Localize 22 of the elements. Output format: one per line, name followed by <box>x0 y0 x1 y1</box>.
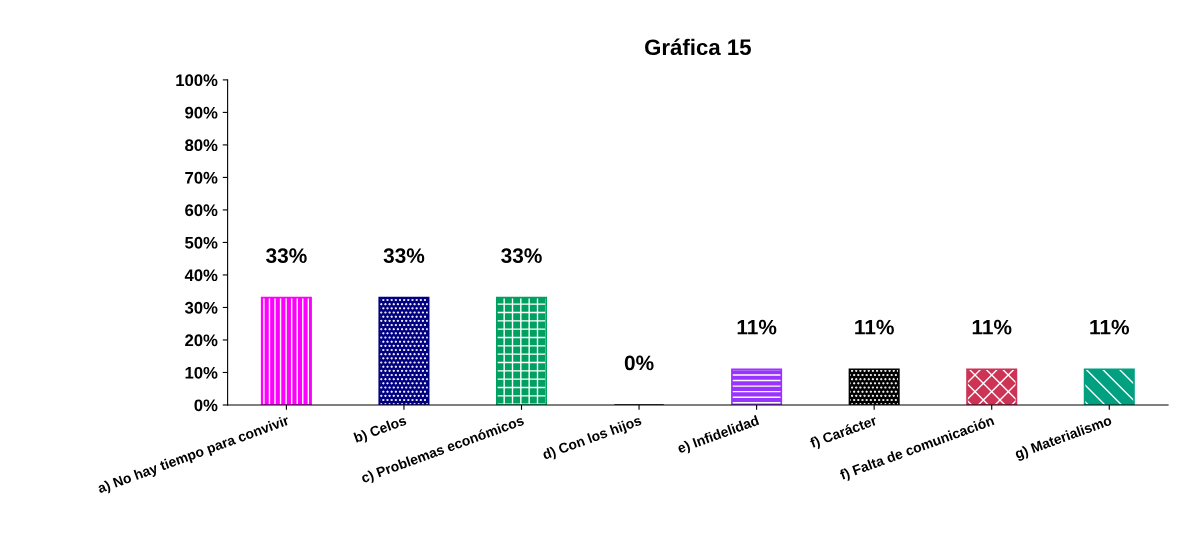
data-label: 33% <box>266 248 307 264</box>
data-label: 11% <box>972 319 1012 335</box>
y-tick-label: 70% <box>185 171 218 184</box>
y-tick-label: 20% <box>185 334 218 347</box>
y-tick-label: 60% <box>185 204 218 217</box>
data-label: 11% <box>1090 319 1129 335</box>
y-tick-label: 100% <box>176 74 218 87</box>
y-tick-label: 80% <box>185 139 218 152</box>
y-tick-label: 40% <box>184 269 218 282</box>
y-tick-label: 0% <box>194 399 218 412</box>
x-tick-label: d) Con los hijos <box>541 414 643 463</box>
data-label: 33% <box>383 248 425 264</box>
x-tick-label: b) Celos <box>353 414 408 446</box>
y-tick-label: 10% <box>185 366 218 379</box>
data-label: 0% <box>624 355 654 371</box>
chart-title: Gráfica 15 <box>645 38 751 56</box>
data-label: 11% <box>737 319 777 335</box>
y-tick-label: 30% <box>184 301 218 314</box>
data-label: 33% <box>501 248 542 264</box>
y-tick-label: 50% <box>185 236 218 249</box>
y-tick-label: 90% <box>185 106 218 119</box>
data-label: 11% <box>855 319 894 335</box>
